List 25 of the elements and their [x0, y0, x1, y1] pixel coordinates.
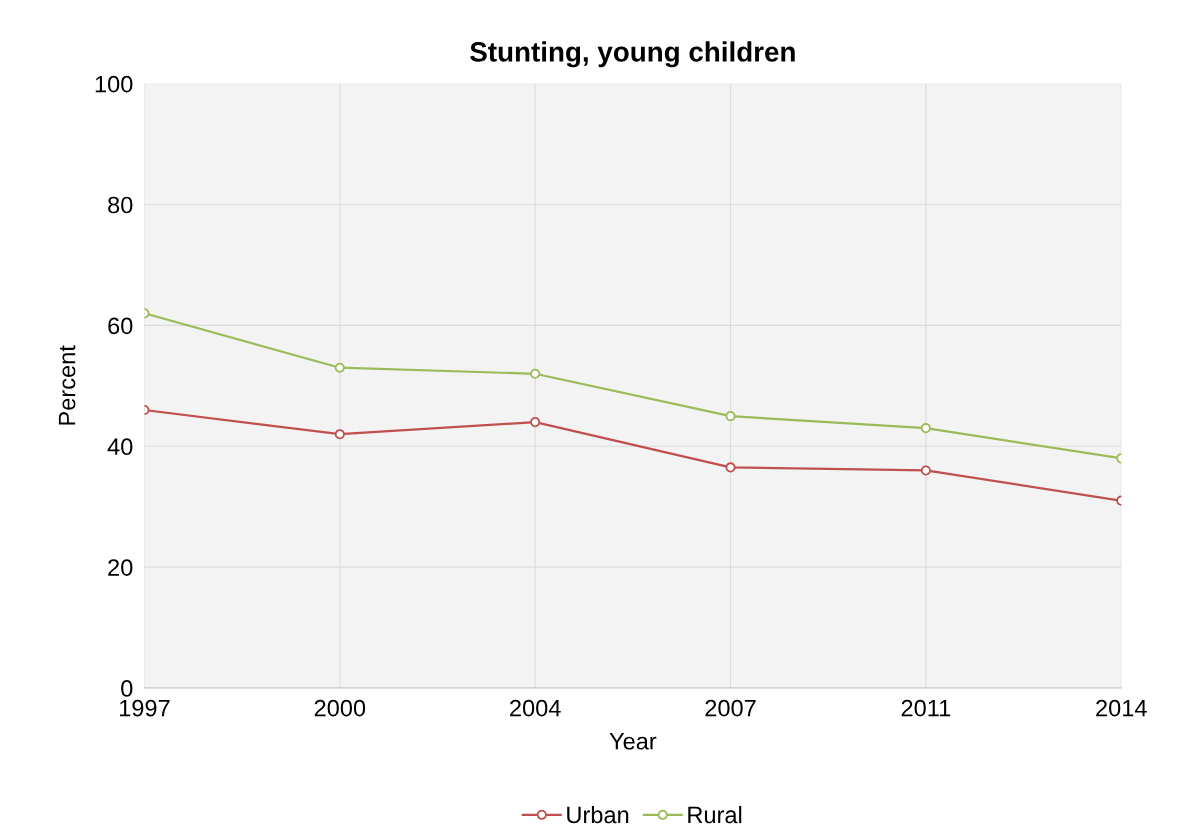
point: [920, 465, 931, 476]
y-tick-label: 60: [108, 317, 133, 335]
y-tick-label: 20: [108, 559, 133, 576]
point: [725, 462, 736, 473]
y-axis-title: Percent: [58, 345, 76, 425]
y-tick-label: 40: [107, 438, 133, 456]
x-tick-label: 2014: [1096, 699, 1147, 717]
legend-label: Rural: [688, 805, 742, 824]
point: [334, 429, 345, 440]
y-tick-label: 80: [108, 196, 133, 214]
y-tick-label: 100: [95, 75, 133, 93]
x-axis-title: Year: [609, 733, 657, 750]
y-tick-label: 0: [121, 680, 133, 697]
point: [920, 423, 931, 434]
point: [334, 362, 345, 373]
x-tick-label: 2011: [901, 699, 951, 717]
chart-title: Stunting, young children: [470, 41, 795, 68]
point: [530, 368, 541, 379]
x-tick-label: 2000: [314, 699, 366, 717]
legend-label: Urban: [567, 805, 629, 824]
point: [530, 417, 541, 428]
x-tick-label: 1997: [119, 699, 170, 717]
x-tick-label: 2004: [510, 699, 561, 717]
x-tick-label: 2007: [705, 699, 756, 717]
point: [725, 411, 736, 422]
